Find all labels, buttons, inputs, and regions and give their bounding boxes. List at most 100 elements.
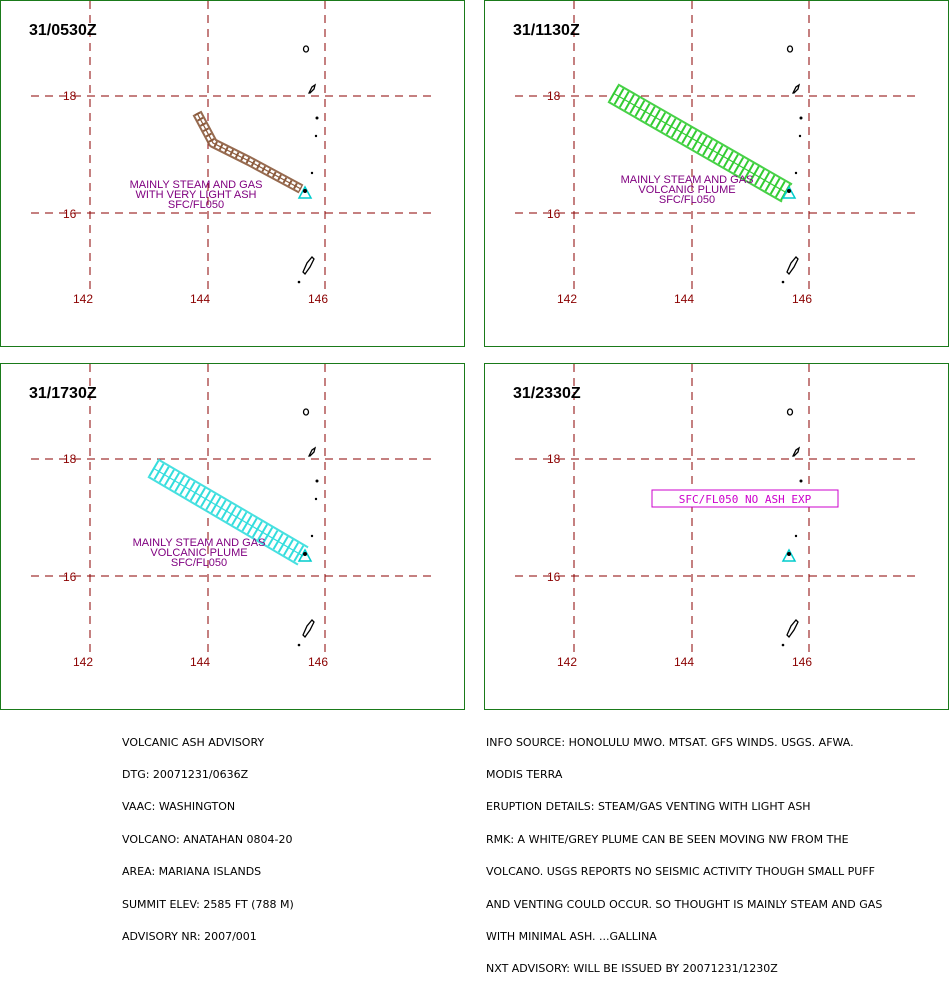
advisory-line: VAAC: WASHINGTON — [122, 800, 236, 814]
island — [314, 497, 318, 501]
lat-label-18: 18 — [547, 452, 561, 466]
advisory-line: ERUPTION DETAILS: STEAM/GAS VENTING WITH… — [486, 800, 811, 814]
map-canvas: 31/2330Z 18 16 142 144 146 SFC/FL050 NO … — [513, 364, 915, 669]
island-outlines — [297, 45, 319, 284]
island — [794, 534, 798, 538]
lon-label-142: 142 — [73, 292, 93, 306]
annotation-line-3: SFC/FL050 — [168, 199, 224, 211]
island — [315, 116, 319, 120]
advisory-line: AREA: MARIANA ISLANDS — [122, 865, 262, 879]
lat-label-16: 16 — [547, 207, 561, 221]
lon-label-142: 142 — [73, 655, 93, 669]
volcano-icon — [297, 185, 313, 199]
plume-hatch — [194, 111, 303, 192]
lon-label-144: 144 — [674, 655, 694, 669]
map-canvas: 31/1130Z 18 16 142 144 146 MAINLY STEAM … — [513, 1, 915, 306]
advisory-line: WITH MINIMAL ASH. ...GALLINA — [486, 929, 657, 943]
lon-label-146: 146 — [308, 655, 328, 669]
island — [310, 534, 314, 538]
island — [297, 280, 301, 284]
volcano-triangle — [781, 185, 797, 199]
volcano-vent — [787, 189, 791, 193]
lat-label-18: 18 — [547, 89, 561, 103]
lon-label-144: 144 — [190, 655, 210, 669]
annotation-line-1: MAINLY STEAM AND GAS — [133, 537, 266, 549]
advisory-right: INFO SOURCE: HONOLULU MWO. MTSAT. GFS WI… — [486, 716, 882, 986]
map-panel-1130: 31/1130Z 18 16 142 144 146 MAINLY STEAM … — [484, 0, 949, 347]
volcano-triangle — [297, 548, 313, 562]
no-ash-box — [651, 489, 839, 508]
lat-lon-grid — [515, 364, 915, 654]
lon-label-144: 144 — [190, 292, 210, 306]
lon-label-142: 142 — [557, 292, 577, 306]
plume-axis — [612, 92, 788, 194]
island — [786, 408, 794, 416]
volcano-icon — [297, 548, 313, 562]
advisory-line: NXT ADVISORY: WILL BE ISSUED BY 20071231… — [486, 962, 778, 976]
island-outlines — [781, 45, 803, 284]
volcano-vent — [303, 189, 307, 193]
annotation-line-1: MAINLY STEAM AND GAS — [130, 179, 263, 191]
plume-axis — [196, 112, 302, 190]
island-outlines — [781, 408, 803, 647]
island — [786, 256, 799, 276]
lon-label-146: 146 — [792, 292, 812, 306]
annotation-line-3: SFC/FL050 — [659, 194, 715, 206]
advisory-line: VOLCANO: ANATAHAN 0804-20 — [122, 832, 293, 846]
lat-label-18: 18 — [63, 452, 77, 466]
annotation-line-2: WITH VERY LIGHT ASH — [135, 189, 256, 201]
advisory-left: VOLCANIC ASH ADVISORY DTG: 20071231/0636… — [122, 716, 294, 954]
time-label: 31/2330Z — [513, 385, 581, 402]
advisory-line: MODIS TERRA — [486, 767, 563, 781]
lat-label-16: 16 — [547, 570, 561, 584]
lat-lon-grid — [31, 1, 431, 291]
advisory-line: INFO SOURCE: HONOLULU MWO. MTSAT. GFS WI… — [486, 735, 854, 749]
island — [786, 45, 794, 53]
island — [315, 479, 319, 483]
island — [314, 134, 318, 138]
lat-label-18: 18 — [63, 89, 77, 103]
island — [799, 479, 803, 483]
lat-label-16: 16 — [63, 570, 77, 584]
lon-label-146: 146 — [308, 292, 328, 306]
lon-label-144: 144 — [674, 292, 694, 306]
advisory-line: DTG: 20071231/0636Z — [122, 767, 249, 781]
island — [791, 83, 801, 94]
island — [302, 45, 310, 53]
island — [310, 171, 314, 175]
map-panel-1730: 31/1730Z 18 16 142 144 146 MAINLY STEAM … — [0, 363, 465, 710]
island — [302, 619, 315, 639]
island — [781, 280, 785, 284]
advisory-line: RMK: A WHITE/GREY PLUME CAN BE SEEN MOVI… — [486, 832, 849, 846]
no-ash-text: SFC/FL050 NO ASH EXP — [679, 493, 812, 506]
island — [786, 619, 799, 639]
island — [307, 83, 317, 94]
map-panel-2330: 31/2330Z 18 16 142 144 146 SFC/FL050 NO … — [484, 363, 949, 710]
annotation-line-2: VOLCANIC PLUME — [638, 184, 735, 196]
advisory-line: SUMMIT ELEV: 2585 FT (788 M) — [122, 897, 294, 911]
advisory-line: AND VENTING COULD OCCUR. SO THOUGHT IS M… — [486, 897, 883, 911]
lat-label-16: 16 — [63, 207, 77, 221]
annotation-line-2: VOLCANIC PLUME — [150, 547, 247, 559]
time-label: 31/1130Z — [513, 22, 580, 39]
volcano-icon — [781, 185, 797, 199]
volcano-triangle — [297, 185, 313, 199]
advisory-line: VOLCANIC ASH ADVISORY — [122, 735, 265, 749]
map-panel-0530: 31/0530Z 18 16 142 144 146 MAINLY STEAM … — [0, 0, 465, 347]
volcano-vent — [303, 552, 307, 556]
island — [302, 256, 315, 276]
time-label: 31/1730Z — [29, 385, 97, 402]
time-label: 31/0530Z — [29, 22, 97, 39]
lon-label-146: 146 — [792, 655, 812, 669]
lon-label-142: 142 — [557, 655, 577, 669]
volcano-triangle — [781, 548, 797, 562]
annotation-line-1: MAINLY STEAM AND GAS — [621, 174, 754, 186]
island — [307, 446, 317, 457]
plume-axis — [152, 467, 304, 557]
volcano-vent — [787, 552, 791, 556]
island — [302, 408, 310, 416]
island — [297, 643, 301, 647]
volcano-icon — [781, 548, 797, 562]
map-canvas: 31/1730Z 18 16 142 144 146 MAINLY STEAM … — [29, 364, 431, 669]
map-canvas: 31/0530Z 18 16 142 144 146 MAINLY STEAM … — [29, 1, 431, 306]
